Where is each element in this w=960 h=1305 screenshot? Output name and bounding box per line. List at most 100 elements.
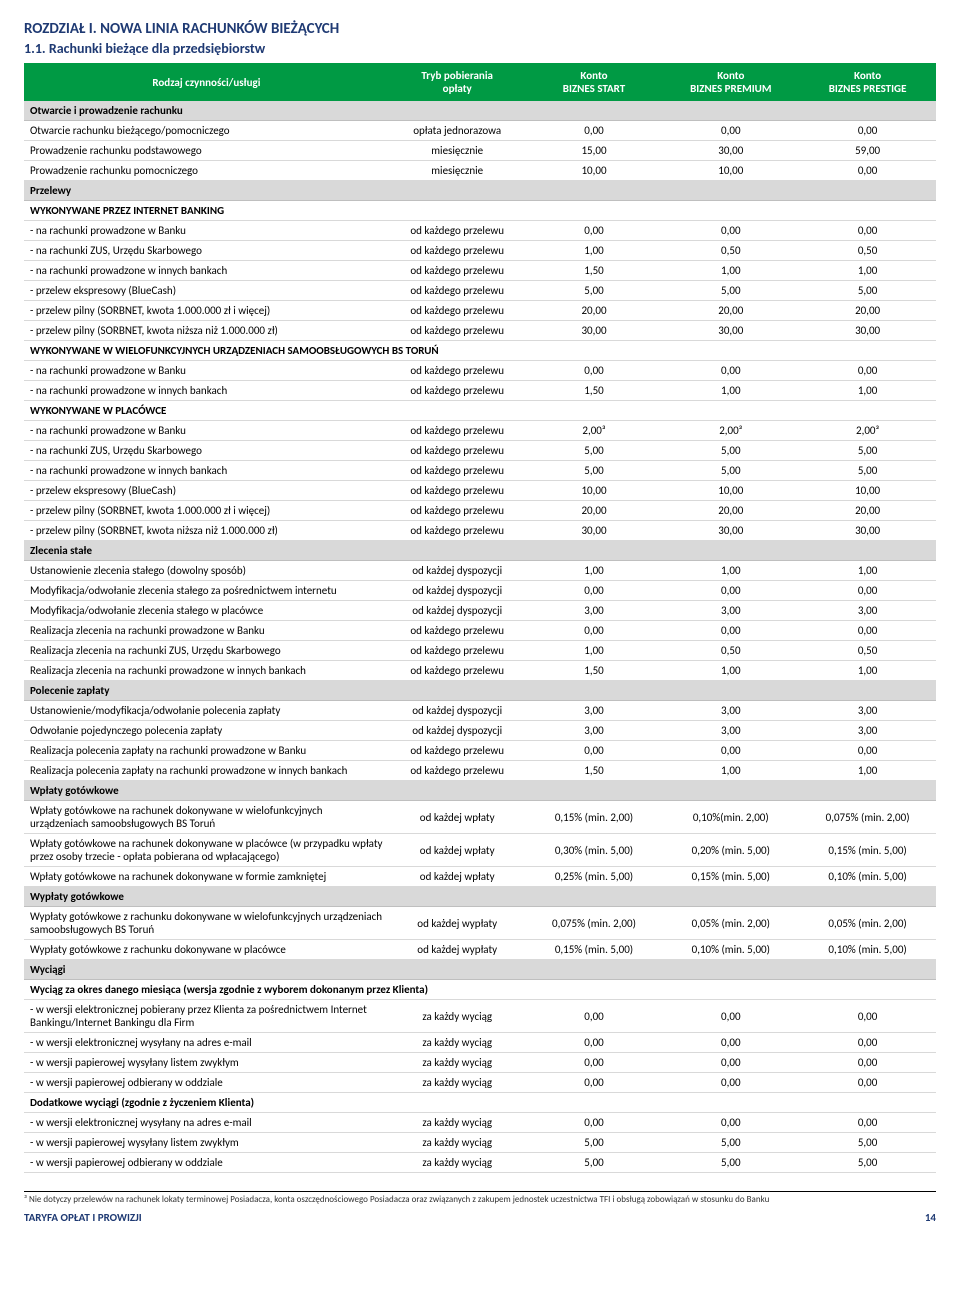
fee-value: 1,00: [799, 761, 936, 781]
service-label: Wpłaty gotówkowe na rachunek dokonywane …: [24, 801, 389, 834]
service-label: - na rachunki prowadzone w innych bankac…: [24, 381, 389, 401]
fee-value: 0,00: [799, 161, 936, 181]
service-label: - w wersji papierowej wysyłany listem zw…: [24, 1053, 389, 1073]
service-label: Wpłaty gotówkowe na rachunek dokonywane …: [24, 834, 389, 867]
table-row: - na rachunki prowadzone w Bankuod każde…: [24, 361, 936, 381]
col-start: KontoBIZNES START: [526, 63, 663, 101]
service-label: Realizacja zlecenia na rachunki prowadzo…: [24, 661, 389, 681]
fee-value: 5,00: [799, 461, 936, 481]
fee-value: 1,00: [799, 661, 936, 681]
fee-value: 20,00: [799, 501, 936, 521]
fee-value: 5,00: [799, 1153, 936, 1173]
fee-value: 30,00: [799, 321, 936, 341]
fee-mode: od każdego przelewu: [389, 761, 526, 781]
fee-value: 0,00: [526, 581, 663, 601]
fee-value: 1,00: [662, 661, 799, 681]
section-label: Wypłaty gotówkowe: [24, 887, 936, 907]
fee-value: 5,00: [799, 441, 936, 461]
fee-value: 0,00: [526, 621, 663, 641]
table-row: Wpłaty gotówkowe: [24, 781, 936, 801]
page-number: 14: [925, 1211, 936, 1224]
service-label: Realizacja zlecenia na rachunki ZUS, Urz…: [24, 641, 389, 661]
fee-value: 1,00: [662, 761, 799, 781]
fee-value: 5,00: [799, 281, 936, 301]
table-row: - w wersji papierowej wysyłany listem zw…: [24, 1053, 936, 1073]
service-label: Odwołanie pojedynczego polecenia zapłaty: [24, 721, 389, 741]
fee-value: 0,05% (min. 2,00): [799, 907, 936, 940]
fee-value: 10,00: [526, 481, 663, 501]
fee-mode: od każdej wpłaty: [389, 834, 526, 867]
fee-mode: miesięcznie: [389, 141, 526, 161]
fee-value: 0,00: [662, 1000, 799, 1033]
fee-mode: od każdej wpłaty: [389, 867, 526, 887]
fee-value: 0,00: [799, 221, 936, 241]
table-row: Realizacja zlecenia na rachunki prowadzo…: [24, 661, 936, 681]
fee-value: 0,10% (min. 5,00): [799, 940, 936, 960]
service-label: Realizacja zlecenia na rachunki prowadzo…: [24, 621, 389, 641]
fee-value: 0,15% (min. 5,00): [799, 834, 936, 867]
table-row: Modyfikacja/odwołanie zlecenia stałego w…: [24, 601, 936, 621]
chapter-title: ROZDZIAŁ I. NOWA LINIA RACHUNKÓW BIEŻĄCY…: [24, 20, 936, 38]
service-label: - na rachunki ZUS, Urzędu Skarbowego: [24, 241, 389, 261]
table-row: WYKONYWANE PRZEZ INTERNET BANKING: [24, 201, 936, 221]
fee-value: 0,00: [799, 1000, 936, 1033]
fee-value: 0,15% (min. 5,00): [526, 940, 663, 960]
service-label: Modyfikacja/odwołanie zlecenia stałego z…: [24, 581, 389, 601]
fee-value: 0,075% (min. 2,00): [799, 801, 936, 834]
fee-value: 5,00: [662, 1153, 799, 1173]
table-row: - na rachunki prowadzone w innych bankac…: [24, 461, 936, 481]
fee-mode: od każdej wpłaty: [389, 801, 526, 834]
fee-mode: od każdego przelewu: [389, 741, 526, 761]
fee-value: 0,10%(min. 2,00): [662, 801, 799, 834]
fee-value: 1,00: [662, 561, 799, 581]
fee-value: 0,00: [526, 1113, 663, 1133]
table-row: - na rachunki ZUS, Urzędu Skarbowegood k…: [24, 441, 936, 461]
table-row: Zlecenia stałe: [24, 541, 936, 561]
fee-value: 0,00: [526, 361, 663, 381]
service-label: - przelew pilny (SORBNET, kwota 1.000.00…: [24, 301, 389, 321]
fee-value: 0,00: [662, 1053, 799, 1073]
fee-mode: od każdego przelewu: [389, 501, 526, 521]
fee-mode: od każdego przelewu: [389, 241, 526, 261]
table-row: - w wersji papierowej odbierany w oddzia…: [24, 1153, 936, 1173]
fee-value: 3,00: [662, 721, 799, 741]
table-row: Wyciąg za okres danego miesiąca (wersja …: [24, 980, 936, 1000]
fee-value: 0,00: [799, 1113, 936, 1133]
service-label: Ustanowienie zlecenia stałego (dowolny s…: [24, 561, 389, 581]
table-row: - na rachunki prowadzone w innych bankac…: [24, 381, 936, 401]
fee-value: 1,50: [526, 761, 663, 781]
fee-value: 5,00: [526, 1153, 663, 1173]
fee-value: 0,00: [662, 581, 799, 601]
fee-value: 15,00: [526, 141, 663, 161]
subhead-label: Dodatkowe wyciągi (zgodnie z życzeniem K…: [24, 1093, 936, 1113]
fee-value: 0,00: [662, 1113, 799, 1133]
fee-value: 0,00: [799, 581, 936, 601]
fee-value: 5,00: [526, 281, 663, 301]
service-label: Wpłaty gotówkowe na rachunek dokonywane …: [24, 867, 389, 887]
fee-value: 1,00: [799, 381, 936, 401]
fee-mode: za każdy wyciąg: [389, 1133, 526, 1153]
service-label: - przelew pilny (SORBNET, kwota niższa n…: [24, 321, 389, 341]
service-label: - przelew pilny (SORBNET, kwota 1.000.00…: [24, 501, 389, 521]
fee-value: 59,00: [799, 141, 936, 161]
table-row: Wpłaty gotówkowe na rachunek dokonywane …: [24, 834, 936, 867]
table-row: Otwarcie rachunku bieżącego/pomocniczego…: [24, 121, 936, 141]
service-label: Realizacja polecenia zapłaty na rachunki…: [24, 741, 389, 761]
fee-value: 0,00: [799, 1073, 936, 1093]
fee-value: 20,00: [799, 301, 936, 321]
fee-mode: od każdego przelewu: [389, 441, 526, 461]
fee-value: 0,15% (min. 2,00): [526, 801, 663, 834]
fee-value: 3,00: [526, 721, 663, 741]
fee-value: 1,00: [526, 241, 663, 261]
fee-mode: od każdej dyspozycji: [389, 601, 526, 621]
table-row: Odwołanie pojedynczego polecenia zapłaty…: [24, 721, 936, 741]
table-row: - na rachunki prowadzone w Bankuod każde…: [24, 221, 936, 241]
fee-value: 5,00: [526, 1133, 663, 1153]
table-row: - w wersji elektronicznej pobierany prze…: [24, 1000, 936, 1033]
table-row: - na rachunki prowadzone w Bankuod każde…: [24, 421, 936, 441]
footer-title: TARYFA OPŁAT I PROWIZJI: [24, 1211, 142, 1224]
table-row: - przelew pilny (SORBNET, kwota 1.000.00…: [24, 501, 936, 521]
fee-value: 0,00: [799, 361, 936, 381]
fee-mode: od każdego przelewu: [389, 661, 526, 681]
fee-value: 5,00: [662, 441, 799, 461]
